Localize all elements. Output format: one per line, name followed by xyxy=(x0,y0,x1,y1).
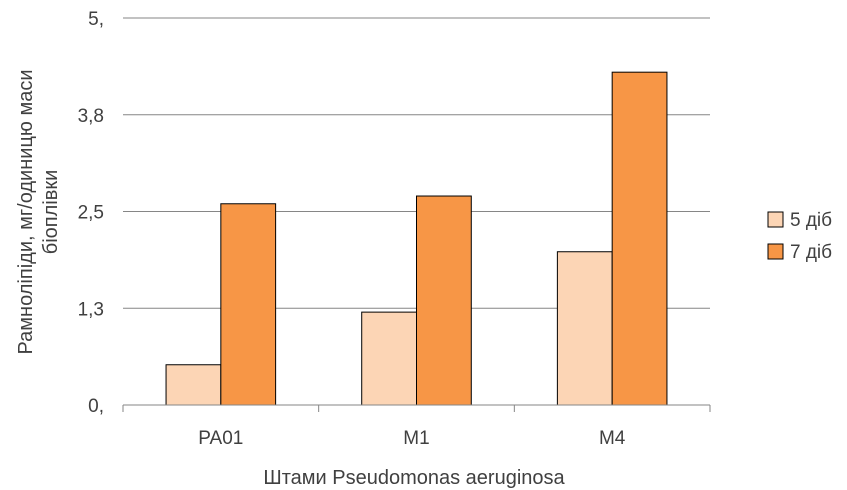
y-tick-label: 3,8 xyxy=(78,106,104,127)
y-axis-title-line2: біоплівки xyxy=(40,170,62,255)
legend-swatch xyxy=(767,243,784,260)
x-axis-title: Штами Pseudomonas aeruginosa xyxy=(263,467,565,489)
bar-m1-series-1 xyxy=(361,311,418,406)
bar-m1-series-2 xyxy=(416,195,472,406)
y-axis-title-line1: Рамноліпіди, мг/одиницю маси xyxy=(15,69,37,354)
x-axis-tick-labels: PA01 M1 M4 xyxy=(122,405,711,449)
x-tick-label: PA01 xyxy=(198,428,243,449)
legend: 5 діб 7 діб xyxy=(767,210,832,263)
legend-swatch xyxy=(767,211,784,228)
y-tick-label: 1,3 xyxy=(78,299,104,320)
bar-pa01-series-1 xyxy=(165,364,222,406)
x-tick-label: M4 xyxy=(599,428,626,449)
x-tick-label: M1 xyxy=(403,428,429,449)
legend-label: 7 діб xyxy=(790,242,832,263)
bar-m4-series-1 xyxy=(556,251,613,406)
bars xyxy=(165,71,668,406)
legend-label: 5 діб xyxy=(790,210,832,231)
y-tick-label: 0, xyxy=(88,396,104,417)
bar-m4-series-2 xyxy=(611,71,668,406)
y-tick-label: 5, xyxy=(88,9,104,30)
y-axis-tick-labels: 0, 1,3 2,5 3,8 5, xyxy=(78,9,104,417)
bar-pa01-series-2 xyxy=(220,203,277,406)
y-tick-label: 2,5 xyxy=(78,203,104,224)
